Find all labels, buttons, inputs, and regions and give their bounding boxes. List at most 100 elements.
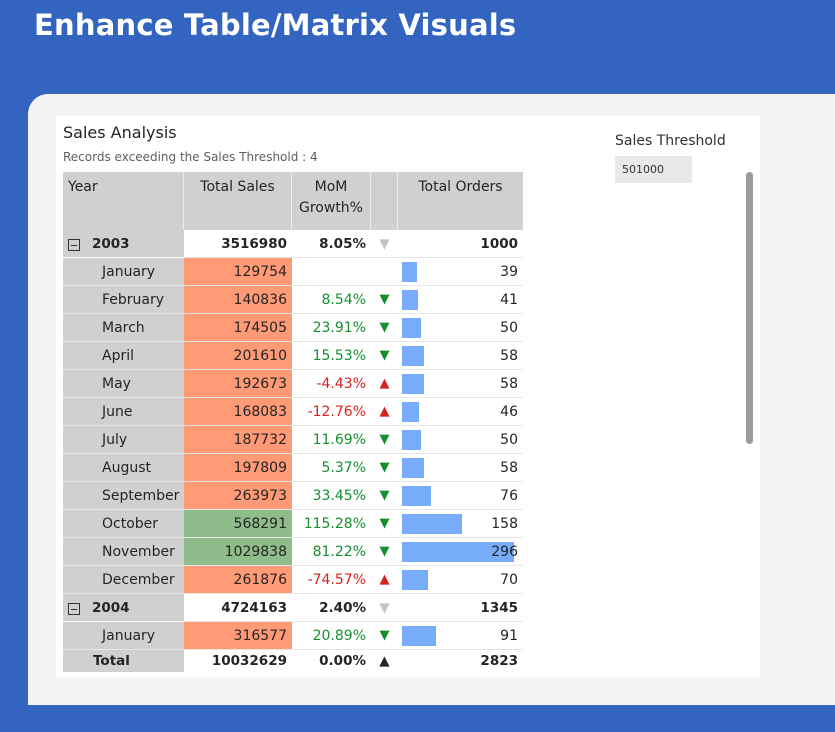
mom-growth-cell: 81.22% <box>292 538 371 566</box>
total-orders-cell: 1345 <box>398 594 523 622</box>
trend-down-icon: ▼ <box>371 342 398 370</box>
trend-empty <box>371 258 398 286</box>
orders-data-bar <box>402 570 428 590</box>
orders-data-bar <box>402 486 431 506</box>
total-orders-cell: 76 <box>398 482 523 510</box>
total-orders-cell: 58 <box>398 454 523 482</box>
threshold-input[interactable]: 501000 <box>615 156 692 183</box>
trend-down-icon: ▼ <box>371 454 398 482</box>
column-header-mom-line1: MoM <box>314 179 348 195</box>
mom-growth-cell: 5.37% <box>292 454 371 482</box>
month-cell: January <box>63 622 184 650</box>
trend-up-icon: ▲ <box>371 370 398 398</box>
mom-growth-cell: 23.91% <box>292 314 371 342</box>
column-header-total-orders[interactable]: Total Orders <box>418 179 503 195</box>
month-cell: December <box>63 566 184 594</box>
total-orders: 2823 <box>398 650 523 672</box>
mom-growth-cell: 11.69% <box>292 426 371 454</box>
row-label: March <box>102 320 145 336</box>
sales-analysis-visual[interactable]: Sales Analysis Records exceeding the Sal… <box>56 116 760 677</box>
collapse-icon[interactable] <box>68 603 80 615</box>
trend-down-icon: ▼ <box>371 622 398 650</box>
year-cell[interactable]: 2003 <box>63 230 184 258</box>
orders-data-bar <box>402 402 419 422</box>
mom-growth-cell: -74.57% <box>292 566 371 594</box>
matrix-header: Year Total Sales MoM Growth% Total Order… <box>63 172 523 230</box>
row-label: May <box>102 376 131 392</box>
mom-growth-cell <box>292 258 371 286</box>
total-orders-cell: 1000 <box>398 230 523 258</box>
orders-value: 50 <box>500 320 518 336</box>
month-row: June 168083 -12.76% ▲ 46 <box>63 398 523 426</box>
orders-data-bar <box>402 458 424 478</box>
mom-growth-cell: 20.89% <box>292 622 371 650</box>
month-row: August 197809 5.37% ▼ 58 <box>63 454 523 482</box>
orders-data-bar <box>402 542 514 562</box>
month-row: July 187732 11.69% ▼ 50 <box>63 426 523 454</box>
total-sales-cell: 192673 <box>184 370 292 398</box>
month-row: November 1029838 81.22% ▼ 296 <box>63 538 523 566</box>
orders-value: 1345 <box>480 600 518 616</box>
orders-data-bar <box>402 262 417 282</box>
sales-matrix[interactable]: Year Total Sales MoM Growth% Total Order… <box>63 172 523 672</box>
row-label: December <box>102 572 175 588</box>
total-trend-icon: ▲ <box>379 653 390 669</box>
visual-scrollbar[interactable] <box>746 172 753 444</box>
orders-value: 46 <box>500 404 518 420</box>
month-cell: February <box>63 286 184 314</box>
orders-value: 158 <box>491 516 518 532</box>
total-orders-cell: 39 <box>398 258 523 286</box>
visual-title: Sales Analysis <box>63 123 177 142</box>
month-row: May 192673 -4.43% ▲ 58 <box>63 370 523 398</box>
trend-down-icon: ▼ <box>371 594 398 622</box>
orders-value: 76 <box>500 488 518 504</box>
total-sales-cell: 1029838 <box>184 538 292 566</box>
month-row: April 201610 15.53% ▼ 58 <box>63 342 523 370</box>
orders-value: 91 <box>500 628 518 644</box>
row-label: April <box>102 348 134 364</box>
total-sales-cell: 4724163 <box>184 594 292 622</box>
total-sales-cell: 174505 <box>184 314 292 342</box>
threshold-slicer-label: Sales Threshold <box>615 133 726 149</box>
column-header-total-sales[interactable]: Total Sales <box>184 172 292 230</box>
orders-data-bar <box>402 318 421 338</box>
month-cell: September <box>63 482 184 510</box>
month-cell: June <box>63 398 184 426</box>
orders-value: 70 <box>500 572 518 588</box>
row-label: November <box>102 544 175 560</box>
orders-data-bar <box>402 290 418 310</box>
page-title: Enhance Table/Matrix Visuals <box>34 8 517 42</box>
total-sales-cell: 201610 <box>184 342 292 370</box>
visual-subtitle: Records exceeding the Sales Threshold : … <box>63 150 318 164</box>
total-sales-cell: 129754 <box>184 258 292 286</box>
column-header-year[interactable]: Year <box>63 172 184 230</box>
trend-down-icon: ▼ <box>371 426 398 454</box>
month-row: October 568291 115.28% ▼ 158 <box>63 510 523 538</box>
orders-data-bar <box>402 626 436 646</box>
orders-value: 39 <box>500 264 518 280</box>
row-label: August <box>102 460 151 476</box>
total-orders-cell: 50 <box>398 314 523 342</box>
total-sales-cell: 187732 <box>184 426 292 454</box>
trend-up-icon: ▲ <box>371 398 398 426</box>
trend-down-icon: ▼ <box>371 230 398 258</box>
total-sales-cell: 261876 <box>184 566 292 594</box>
year-cell[interactable]: 2004 <box>63 594 184 622</box>
mom-growth-cell: 8.54% <box>292 286 371 314</box>
collapse-icon[interactable] <box>68 239 80 251</box>
row-label: June <box>102 404 133 420</box>
month-cell: March <box>63 314 184 342</box>
row-label: January <box>102 628 156 644</box>
row-label: July <box>102 432 128 448</box>
total-sales-cell: 263973 <box>184 482 292 510</box>
row-label: October <box>102 516 159 532</box>
total-sales: 10032629 <box>211 653 287 669</box>
month-cell: April <box>63 342 184 370</box>
total-growth: 0.00% <box>319 653 366 669</box>
month-row: February 140836 8.54% ▼ 41 <box>63 286 523 314</box>
total-orders-cell: 158 <box>398 510 523 538</box>
orders-value: 58 <box>500 460 518 476</box>
total-orders-cell: 91 <box>398 622 523 650</box>
row-label: 2004 <box>92 600 130 616</box>
column-header-mom-growth[interactable]: MoM Growth% <box>292 172 371 230</box>
